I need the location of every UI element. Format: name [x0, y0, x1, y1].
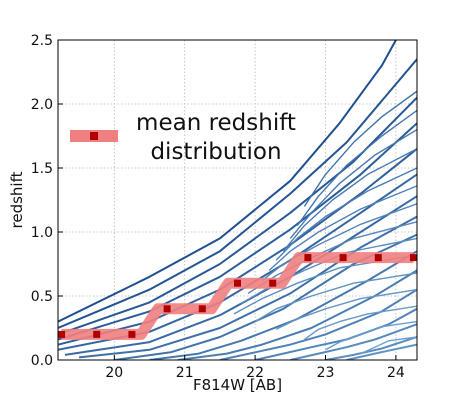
contour-line: [303, 305, 417, 341]
contour-line: [149, 250, 417, 360]
contour-line: [240, 237, 417, 305]
contour-line: [325, 320, 417, 351]
contour-line: [268, 185, 417, 271]
mean-redshift-point: [128, 330, 136, 338]
contour-lines: [58, 40, 417, 360]
mean-redshift-point: [234, 279, 241, 287]
contour-line: [58, 148, 417, 346]
legend: mean redshift distribution: [70, 110, 296, 165]
mean-redshift-point: [198, 305, 206, 313]
contour-line: [289, 129, 417, 239]
x-tick-label: 23: [317, 365, 335, 381]
y-tick-label: 0.0: [31, 353, 53, 369]
contour-line: [254, 272, 417, 323]
plot-border: [57, 39, 418, 361]
mean-redshift-point: [304, 254, 312, 262]
mean-redshift-point: [269, 279, 277, 287]
axis-ticks: 20 21 22 23 24 0.0 0.5 1.0 1.5 2.0 2.5: [31, 33, 405, 381]
contour-line: [78, 215, 417, 359]
x-axis-label: F814W [AB]: [193, 376, 282, 394]
mean-redshift-point: [163, 305, 171, 313]
contour-line: [219, 288, 417, 360]
contour-line: [233, 254, 417, 315]
legend-label-line-1: mean redshift: [136, 110, 296, 136]
legend-label-line-2: distribution: [150, 139, 281, 165]
contour-line: [303, 90, 417, 207]
contour-line: [290, 323, 417, 360]
y-tick-label: 2.5: [31, 33, 53, 49]
contour-line: [282, 148, 417, 252]
x-tick-label: 21: [176, 365, 194, 381]
contour-line: [261, 203, 417, 282]
contour-line: [360, 336, 417, 355]
mean-redshift-line: [61, 252, 414, 340]
x-tick-label: 22: [246, 365, 264, 381]
x-tick-label: 20: [105, 365, 123, 381]
contour-line: [275, 167, 417, 261]
contour-line: [58, 58, 417, 329]
y-tick-label: 1.5: [31, 161, 53, 177]
mean-redshift-point: [374, 254, 382, 262]
x-tick-label: 24: [387, 365, 405, 381]
y-tick-label: 2.0: [31, 97, 53, 113]
contour-line: [296, 109, 417, 227]
mean-redshift-series: [58, 252, 417, 340]
y-tick-label: 1.0: [31, 225, 53, 241]
contour-line: [58, 122, 417, 341]
mean-redshift-point: [58, 330, 66, 338]
mean-redshift-point: [409, 254, 417, 262]
legend-marker-swatch: [90, 132, 98, 140]
mean-redshift-point: [339, 254, 347, 262]
contour-line: [275, 288, 417, 330]
contour-line: [177, 269, 417, 360]
y-tick-label: 0.5: [31, 289, 53, 305]
contour-line: [325, 336, 417, 360]
y-axis-label: redshift: [8, 171, 26, 228]
contour-line: [254, 307, 417, 360]
mean-redshift-point: [93, 330, 101, 338]
contour-line: [58, 40, 397, 323]
contour-line: [346, 343, 417, 360]
